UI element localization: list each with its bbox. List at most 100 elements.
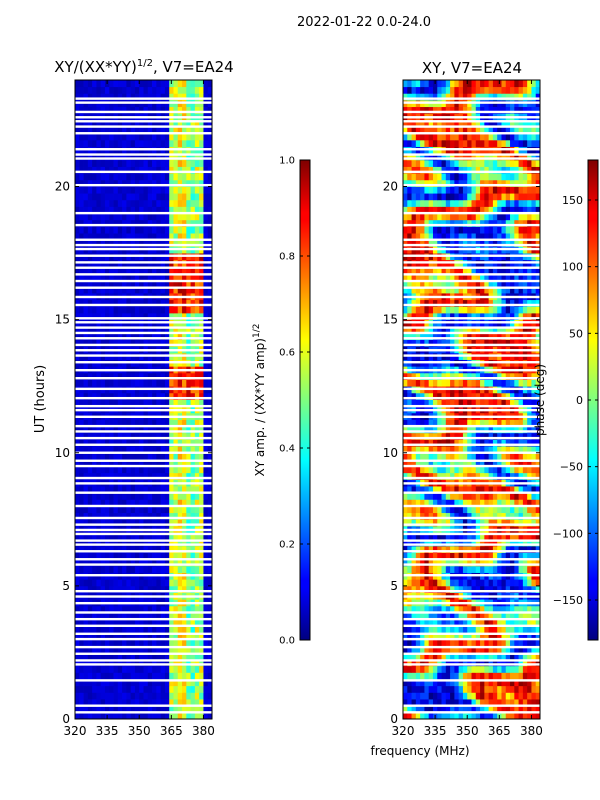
amplitude-colorbar-tick-label: 0.8 [279, 252, 295, 263]
amplitude-cell [203, 286, 209, 294]
amplitude-cell [87, 459, 93, 467]
amplitude-cell [79, 612, 84, 620]
amplitude-cell [190, 332, 196, 340]
phase-cell [488, 439, 494, 447]
amplitude-flag-line [75, 624, 212, 628]
amplitude-cell [182, 199, 187, 207]
amplitude-cell [100, 166, 106, 174]
amplitude-cell [75, 326, 80, 334]
amplitude-cell [207, 712, 213, 720]
amplitude-cell [182, 446, 187, 454]
amplitude-cell [164, 399, 170, 407]
amplitude-cell [164, 619, 170, 627]
amplitude-cell [92, 299, 97, 307]
amplitude-cell [130, 585, 136, 593]
amplitude-cell [87, 226, 93, 234]
amplitude-flag-line [75, 404, 212, 408]
phase-cell [488, 486, 494, 494]
amplitude-cell [79, 639, 84, 647]
phase-cell [514, 579, 519, 587]
amplitude-cell [126, 339, 132, 347]
phase-cell [527, 625, 532, 633]
amplitude-cell [190, 645, 196, 653]
amplitude-cell [117, 126, 123, 134]
amplitude-cell [152, 199, 157, 207]
amplitude-cell [79, 439, 84, 447]
amplitude-cell [79, 193, 84, 201]
amplitude-cell [113, 692, 119, 700]
amplitude-cell [164, 279, 170, 287]
phase-cell [527, 619, 532, 627]
amplitude-cell [207, 552, 213, 560]
amplitude-cell [104, 639, 110, 647]
amplitude-cell [122, 372, 127, 380]
amplitude-cell [207, 506, 213, 514]
phase-cell [420, 565, 425, 573]
phase-cell [424, 426, 430, 434]
amplitude-cell [207, 499, 213, 507]
amplitude-cell [130, 166, 136, 174]
amplitude-cell [134, 166, 140, 174]
phase-cell [514, 699, 519, 707]
amplitude-cell [92, 379, 97, 387]
amplitude-cell [203, 173, 209, 181]
amplitude-cell [199, 239, 204, 247]
amplitude-cell [130, 452, 136, 460]
phase-cell [428, 492, 434, 500]
amplitude-cell [104, 213, 110, 221]
amplitude-cell [186, 685, 191, 693]
amplitude-cell [87, 432, 93, 440]
amplitude-cell [152, 186, 157, 194]
amplitude-cell [186, 679, 191, 687]
phase-cell [518, 639, 524, 647]
phase-cell [428, 466, 434, 474]
phase-cell [510, 472, 515, 480]
phase-cell [535, 712, 541, 720]
amplitude-cell [160, 106, 166, 114]
amplitude-cell [186, 133, 191, 141]
amplitude-flag-line [75, 120, 212, 123]
amplitude-cell [147, 226, 153, 234]
amplitude-cell [117, 193, 123, 201]
amplitude-cell [130, 392, 136, 400]
phase-cell [437, 506, 442, 514]
phase-cell [437, 372, 442, 380]
phase-cell [411, 612, 417, 620]
phase-cell [428, 419, 434, 427]
phase-cell [445, 585, 451, 593]
phase-cell [454, 552, 460, 560]
amplitude-cell [177, 206, 183, 214]
amplitude-cell [96, 452, 102, 460]
phase-cell [462, 585, 468, 593]
phase-cell [437, 612, 442, 620]
amplitude-cell [87, 392, 93, 400]
phase-cell [437, 486, 442, 494]
phase-cell [428, 452, 434, 460]
amplitude-cell [96, 119, 102, 127]
phase-cell [420, 612, 425, 620]
amplitude-cell [75, 139, 80, 147]
amplitude-cell [113, 153, 119, 161]
phase-cell [505, 486, 511, 494]
phase-cell [471, 499, 477, 507]
amplitude-cell [130, 539, 136, 547]
amplitude-cell [87, 266, 93, 274]
amplitude-cell [122, 472, 127, 480]
phase-cell [432, 512, 438, 520]
phase-cell [471, 585, 477, 593]
amplitude-flag-line [75, 361, 212, 364]
phase-cell [471, 372, 477, 380]
amplitude-cell [130, 472, 136, 480]
amplitude-cell [96, 685, 102, 693]
phase-cell [411, 552, 417, 560]
amplitude-cell [152, 286, 157, 294]
phase-cell [458, 372, 464, 380]
phase-cell [441, 579, 447, 587]
amplitude-cell [164, 512, 170, 520]
amplitude-cell [156, 273, 162, 281]
amplitude-cell [83, 565, 89, 573]
amplitude-cell [190, 213, 196, 221]
phase-cell [527, 492, 532, 500]
amplitude-cell [143, 692, 149, 700]
